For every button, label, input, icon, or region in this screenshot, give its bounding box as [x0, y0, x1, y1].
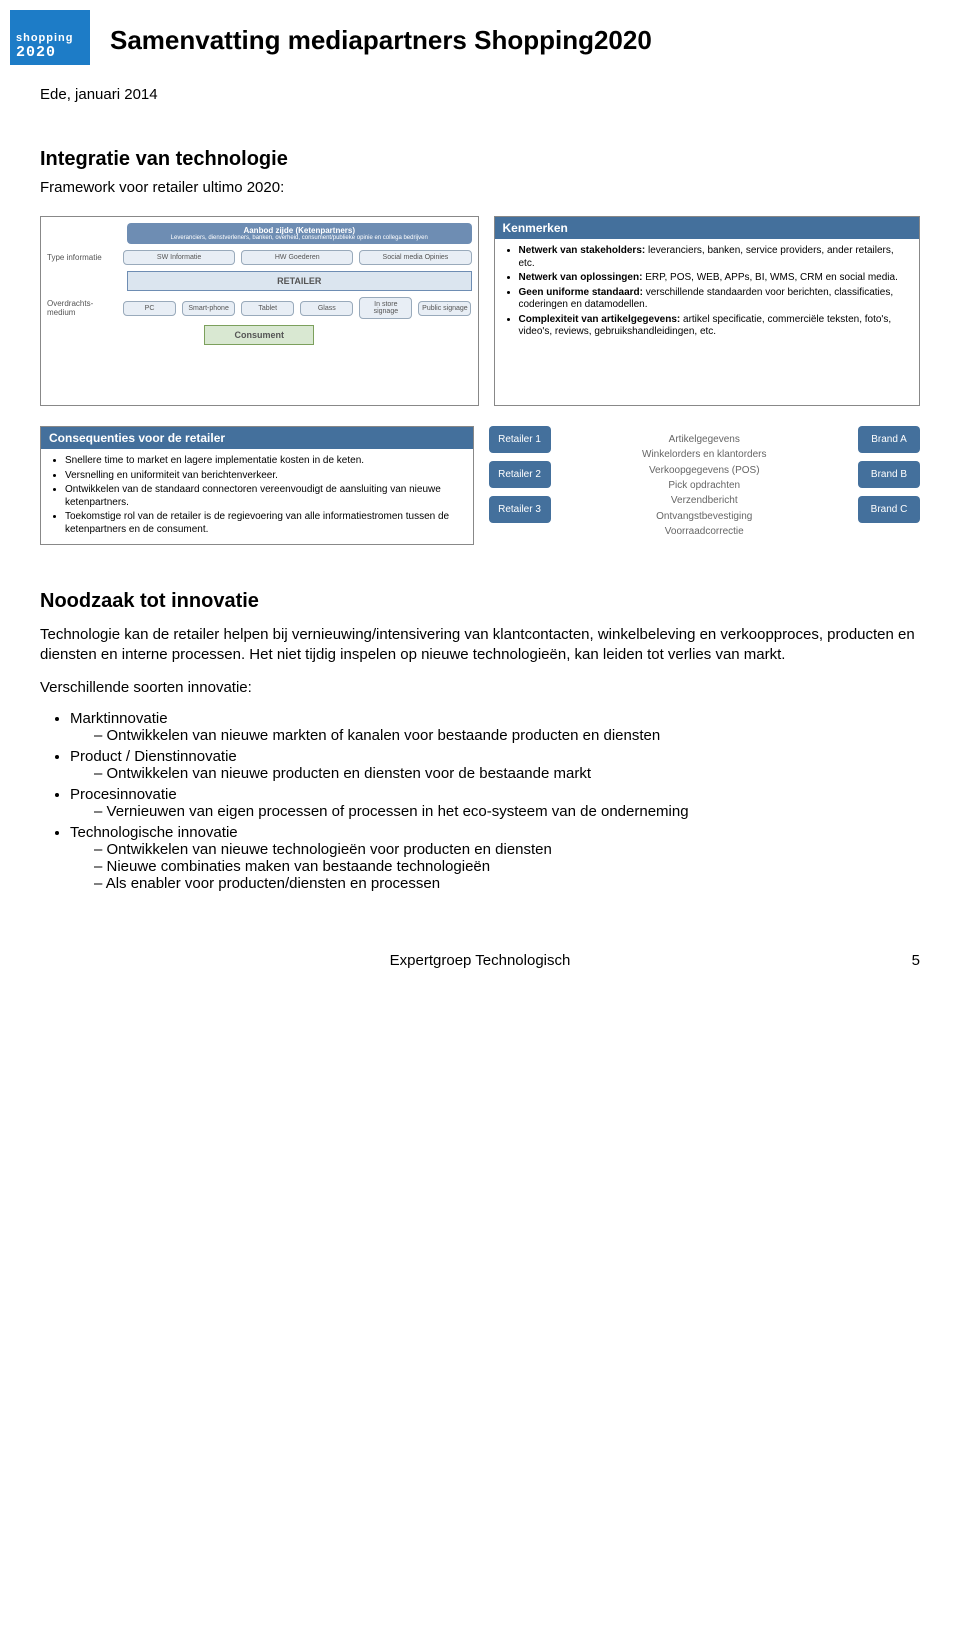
kenmerken-list: Netwerk van stakeholders: leveranciers, …	[503, 245, 912, 339]
consequenties-panel: Consequenties voor de retailer Snellere …	[40, 426, 474, 545]
consequenties-item: Snellere time to market en lagere implem…	[65, 455, 465, 468]
d2-middle-item: Ontvangstbevestiging	[559, 511, 851, 522]
d2-retailer-1: Retailer 2	[489, 461, 551, 488]
innovatie-item: Technologische innovatieOntwikkelen van …	[70, 824, 920, 892]
d1-retailer: RETAILER	[127, 271, 472, 291]
kenmerken-item: Complexiteit van artikelgegevens: artike…	[519, 314, 912, 339]
d2-brand-0: Brand A	[858, 426, 920, 453]
innovatie-subitem: Ontwikkelen van nieuwe technologieën voo…	[94, 841, 920, 858]
kenmerken-item-bold: Complexiteit van artikelgegevens:	[519, 314, 681, 325]
innovatie-sublist: Vernieuwen van eigen processen of proces…	[70, 803, 920, 820]
d1-type-row: Type informatie SW Informatie HW Goedere…	[47, 250, 472, 265]
diagram-supply-side: Aanbod zijde (Ketenpartners) Leverancier…	[40, 216, 479, 406]
kenmerken-item: Netwerk van stakeholders: leveranciers, …	[519, 245, 912, 270]
d1-m0: PC	[123, 301, 176, 316]
section1-sub: Framework voor retailer ultimo 2020:	[40, 179, 920, 196]
page-title: Samenvatting mediapartners Shopping2020	[110, 25, 920, 56]
innovatie-subitem: Nieuwe combinaties maken van bestaande t…	[94, 858, 920, 875]
d2-middle-item: Pick opdrachten	[559, 480, 851, 491]
d1-m4: In store signage	[359, 297, 412, 319]
d2-brands-col: Brand A Brand B Brand C	[858, 426, 920, 545]
d1-top-sub: Leveranciers, dienstverleners, banken, o…	[131, 235, 468, 241]
d1-consument: Consument	[204, 325, 314, 345]
subtitle: Ede, januari 2014	[40, 86, 920, 103]
logo-line2: 2020	[16, 44, 56, 61]
d2-middle-item: Voorraadcorrectie	[559, 526, 851, 537]
kenmerken-item: Netwerk van oplossingen: ERP, POS, WEB, …	[519, 272, 912, 285]
d2-middle-col: Artikelgegevens Winkelorders en klantorde…	[559, 426, 851, 545]
d1-top-title: Aanbod zijde (Ketenpartners)	[131, 226, 468, 235]
kenmerken-item-bold: Netwerk van oplossingen:	[519, 272, 643, 283]
d2-brand-2: Brand C	[858, 496, 920, 523]
innovatie-subitem: Ontwikkelen van nieuwe producten en dien…	[94, 765, 920, 782]
section2-para2: Verschillende soorten innovatie:	[40, 678, 920, 698]
innovatie-sublist: Ontwikkelen van nieuwe technologieën voo…	[70, 841, 920, 892]
diagram-retailer-brand: Retailer 1 Retailer 2 Retailer 3 Artikel…	[489, 426, 921, 545]
footer: Expertgroep Technologisch 5	[40, 952, 920, 969]
d2-middle-item: Artikelgegevens	[559, 434, 851, 445]
innovatie-sublist: Ontwikkelen van nieuwe markten of kanale…	[70, 727, 920, 744]
d1-type-2: Social media Opinies	[359, 250, 471, 265]
d1-m2: Tablet	[241, 301, 294, 316]
footer-center: Expertgroep Technologisch	[390, 952, 571, 969]
d1-medium-row: Overdrachts-medium PC Smart-phone Tablet…	[47, 297, 472, 319]
consequenties-header: Consequenties voor de retailer	[41, 427, 473, 449]
consequenties-item: Ontwikkelen van de standaard connectoren…	[65, 484, 465, 509]
d1-type-0: SW Informatie	[123, 250, 235, 265]
page-number: 5	[912, 952, 920, 969]
framework-row-2: Consequenties voor de retailer Snellere …	[40, 426, 920, 545]
d1-label-type: Type informatie	[47, 253, 117, 262]
d2-retailer-2: Retailer 3	[489, 496, 551, 523]
consequenties-item: Toekomstige rol van de retailer is de re…	[65, 511, 465, 536]
section2-para: Technologie kan de retailer helpen bij v…	[40, 625, 920, 666]
section1-heading: Integratie van technologie	[40, 148, 920, 171]
innovatie-subitem: Ontwikkelen van nieuwe markten of kanale…	[94, 727, 920, 744]
d2-retailers-col: Retailer 1 Retailer 2 Retailer 3	[489, 426, 551, 545]
d1-m1: Smart-phone	[182, 301, 235, 316]
framework-row-1: Aanbod zijde (Ketenpartners) Leverancier…	[40, 216, 920, 406]
d2-middle-item: Verkoopgegevens (POS)	[559, 465, 851, 476]
innovatie-item: Product / DienstinnovatieOntwikkelen van…	[70, 748, 920, 782]
d1-type-1: HW Goederen	[241, 250, 353, 265]
kenmerken-item-bold: Geen uniforme standaard:	[519, 287, 643, 298]
innovatie-subitem: Als enabler voor producten/diensten en p…	[94, 875, 920, 892]
kenmerken-item-bold: Netwerk van stakeholders:	[519, 245, 646, 256]
d2-retailer-0: Retailer 1	[489, 426, 551, 453]
d1-m5: Public signage	[418, 301, 471, 316]
consequenties-item: Versnelling en uniformiteit van berichte…	[65, 470, 465, 483]
innovatie-subitem: Vernieuwen van eigen processen of proces…	[94, 803, 920, 820]
d2-middle-item: Winkelorders en klantorders	[559, 449, 851, 460]
d1-label-overdracht: Overdrachts-medium	[47, 299, 117, 317]
innovatie-list: MarktinnovatieOntwikkelen van nieuwe mar…	[40, 710, 920, 892]
kenmerken-item: Geen uniforme standaard: verschillende s…	[519, 287, 912, 312]
logo: shopping 2020	[10, 10, 90, 65]
kenmerken-header: Kenmerken	[495, 217, 920, 239]
d1-m3: Glass	[300, 301, 353, 316]
kenmerken-panel: Kenmerken Netwerk van stakeholders: leve…	[494, 216, 921, 406]
d1-top: Aanbod zijde (Ketenpartners) Leverancier…	[127, 223, 472, 244]
innovatie-sublist: Ontwikkelen van nieuwe producten en dien…	[70, 765, 920, 782]
innovatie-item: MarktinnovatieOntwikkelen van nieuwe mar…	[70, 710, 920, 744]
d2-middle-item: Verzendbericht	[559, 495, 851, 506]
logo-line1: shopping	[16, 32, 74, 44]
innovatie-item: ProcesinnovatieVernieuwen van eigen proc…	[70, 786, 920, 820]
consequenties-list: Snellere time to market en lagere implem…	[49, 455, 465, 536]
d2-brand-1: Brand B	[858, 461, 920, 488]
section2-heading: Noodzaak tot innovatie	[40, 590, 920, 613]
